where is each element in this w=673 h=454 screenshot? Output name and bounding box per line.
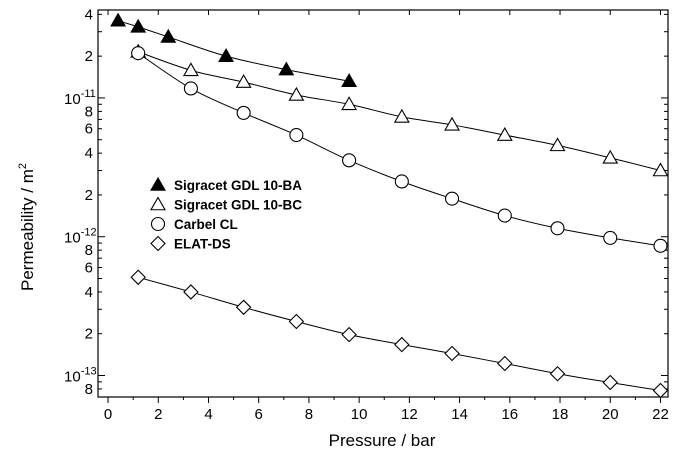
data-point: [497, 208, 512, 223]
y-tick-label: 4: [85, 145, 93, 162]
series-line: [117, 20, 350, 82]
x-axis: 0 2 4 6 8 10 12 14 16 18 20 22: [104, 10, 669, 423]
series-line: [138, 51, 661, 171]
data-point: [393, 108, 410, 123]
x-tick-label: 8: [305, 406, 313, 423]
data-point: [278, 61, 295, 76]
y-tick-label: 8: [85, 103, 93, 120]
series-line: [138, 276, 661, 391]
x-tick-label: 0: [104, 406, 112, 423]
y-tick-label: 6: [85, 121, 93, 138]
y-tick-label: 8: [85, 242, 93, 259]
data-point: [218, 48, 235, 62]
data-point: [341, 96, 358, 111]
y-tick-label: 4: [85, 6, 93, 23]
y-tick-label: 2: [85, 48, 93, 65]
data-point: [550, 221, 565, 236]
data-point: [182, 62, 199, 77]
data-point: [653, 238, 668, 253]
plot-border: [97, 9, 669, 398]
data-point: [341, 326, 357, 343]
x-axis-title: Pressure / bar: [329, 431, 436, 450]
data-point: [236, 105, 251, 120]
data-point: [183, 81, 198, 96]
svg-text:Permeability / m2: Permeability / m2: [17, 163, 37, 291]
x-tick-label: 4: [204, 406, 212, 423]
series-2: [130, 43, 669, 177]
y-tick-label: 4: [85, 284, 93, 301]
legend-label: Sigracet GDL 10-BA: [174, 178, 302, 193]
data-point: [496, 126, 513, 141]
data-point: [288, 86, 305, 101]
data-point: [652, 382, 669, 399]
y-tick-label: 2: [85, 326, 93, 343]
x-tick-label: 2: [154, 406, 162, 423]
data-point: [603, 230, 618, 245]
x-tick-label: 22: [652, 406, 669, 423]
data-point: [130, 18, 147, 33]
x-tick-label: 14: [451, 406, 468, 423]
y-axis-title-superscript: 2: [17, 163, 29, 169]
legend-marker: [150, 235, 166, 252]
series-1: [110, 12, 358, 87]
x-tick-label: 18: [552, 406, 569, 423]
data-point: [110, 12, 127, 27]
y-axis-title: Permeability / m2: [17, 163, 37, 291]
y-tick-label: 10-13: [64, 366, 97, 386]
data-point: [444, 345, 460, 362]
data-point: [652, 162, 669, 177]
data-point: [288, 313, 305, 330]
data-point: [235, 73, 252, 88]
data-point: [341, 73, 358, 87]
data-point: [602, 374, 619, 391]
y-axis-title-text: Permeability / m: [18, 169, 37, 291]
legend: Sigracet GDL 10-BA Sigracet GDL 10-BC Carb…: [150, 176, 302, 252]
data-point: [289, 128, 304, 143]
data-point: [445, 191, 460, 206]
data-point: [444, 116, 461, 131]
legend-label: Sigracet GDL 10-BC: [174, 198, 302, 213]
y-tick-label: 8: [85, 381, 93, 398]
legend-marker: [150, 176, 166, 191]
data-point: [602, 149, 619, 164]
data-point: [160, 28, 177, 43]
data-point: [235, 299, 252, 316]
data-point: [549, 137, 566, 152]
x-tick-label: 20: [602, 406, 619, 423]
series-group: [110, 12, 669, 399]
x-tick-label: 6: [255, 406, 263, 423]
x-tick-label: 16: [501, 406, 518, 423]
plot-frame: [97, 9, 669, 398]
data-point: [342, 153, 357, 168]
x-tick-label: 12: [401, 406, 418, 423]
x-tick-label: 10: [351, 406, 368, 423]
series-4: [130, 269, 669, 399]
y-tick-label: 2: [85, 187, 93, 204]
legend-item: Sigracet GDL 10-BA: [150, 176, 302, 193]
data-point: [549, 365, 566, 382]
legend-marker: [150, 196, 166, 211]
data-point: [497, 355, 513, 372]
y-tick-label: 10-12: [64, 227, 97, 247]
legend-item: ELAT-DS: [150, 235, 231, 252]
data-point: [394, 336, 410, 353]
y-tick-label: 6: [85, 260, 93, 277]
data-point: [130, 269, 146, 286]
data-point: [394, 174, 409, 189]
legend-item: Sigracet GDL 10-BC: [150, 196, 302, 213]
y-tick-label: 10-11: [64, 88, 96, 108]
legend-item: Carbel CL: [150, 216, 238, 232]
legend-label: ELAT-DS: [174, 237, 231, 252]
data-point: [131, 46, 146, 61]
legend-marker: [150, 216, 166, 232]
data-point: [183, 284, 199, 300]
series-3: [131, 46, 668, 253]
legend-label: Carbel CL: [174, 217, 238, 232]
